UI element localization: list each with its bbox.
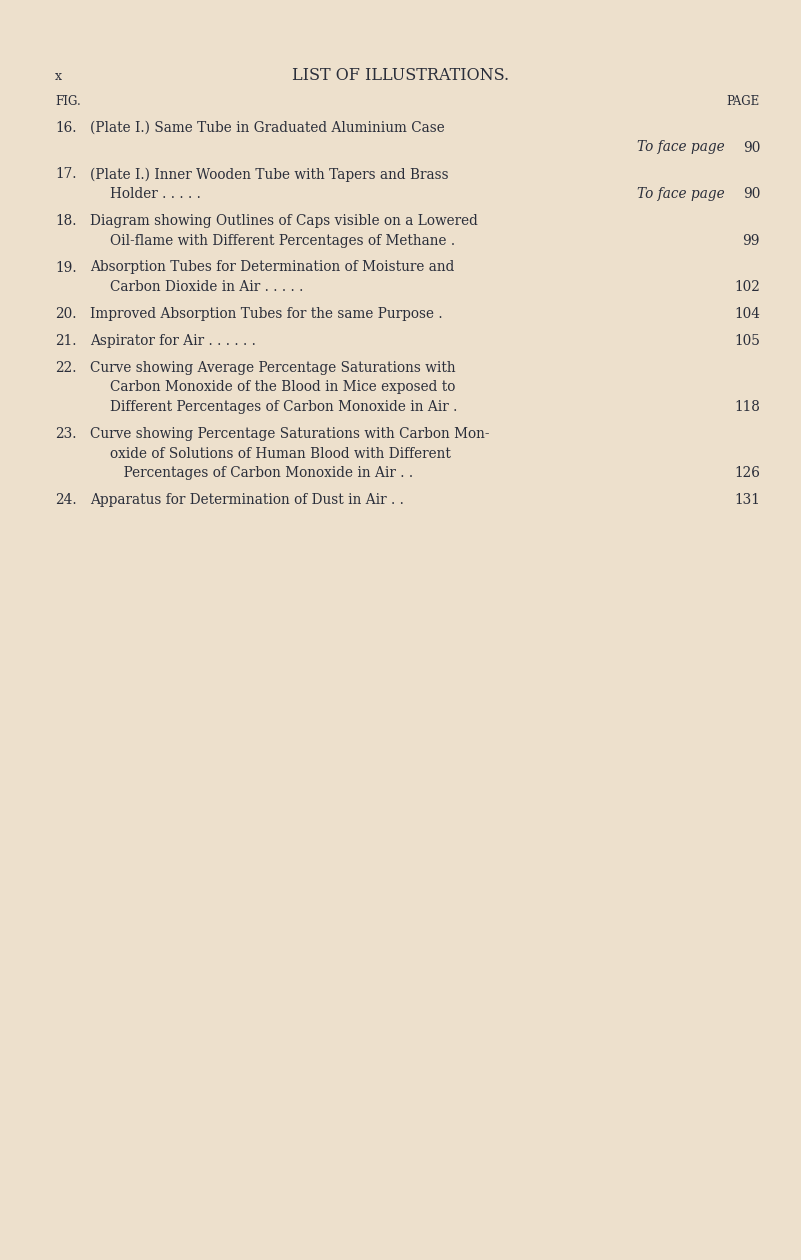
Text: FIG.: FIG. — [55, 94, 81, 108]
Text: 90: 90 — [743, 141, 760, 155]
Text: 19.: 19. — [55, 261, 77, 275]
Text: Carbon Monoxide of the Blood in Mice exposed to: Carbon Monoxide of the Blood in Mice exp… — [110, 381, 456, 394]
Text: 18.: 18. — [55, 214, 77, 228]
Text: 131: 131 — [735, 493, 760, 507]
Text: PAGE: PAGE — [727, 94, 760, 108]
Text: 23.: 23. — [55, 427, 77, 441]
Text: x: x — [55, 71, 62, 83]
Text: Carbon Dioxide in Air . . . . .: Carbon Dioxide in Air . . . . . — [110, 280, 304, 294]
Text: 21.: 21. — [55, 334, 77, 348]
Text: Diagram showing Outlines of Caps visible on a Lowered: Diagram showing Outlines of Caps visible… — [90, 214, 478, 228]
Text: 22.: 22. — [55, 362, 77, 375]
Text: To face page: To face page — [638, 186, 725, 202]
Text: Different Percentages of Carbon Monoxide in Air .: Different Percentages of Carbon Monoxide… — [110, 399, 461, 415]
Text: Percentages of Carbon Monoxide in Air . .: Percentages of Carbon Monoxide in Air . … — [110, 466, 417, 480]
Text: 17.: 17. — [55, 168, 77, 181]
Text: Oil-flame with Different Percentages of Methane .: Oil-flame with Different Percentages of … — [110, 233, 460, 247]
Text: 90: 90 — [743, 186, 760, 202]
Text: 105: 105 — [735, 334, 760, 348]
Text: 16.: 16. — [55, 121, 77, 135]
Text: 99: 99 — [743, 233, 760, 247]
Text: oxide of Solutions of Human Blood with Different: oxide of Solutions of Human Blood with D… — [110, 446, 451, 460]
Text: Holder . . . . .: Holder . . . . . — [110, 186, 201, 202]
Text: Aspirator for Air . . . . . .: Aspirator for Air . . . . . . — [90, 334, 256, 348]
Text: LIST OF ILLUSTRATIONS.: LIST OF ILLUSTRATIONS. — [292, 67, 509, 84]
Text: Improved Absorption Tubes for the same Purpose .: Improved Absorption Tubes for the same P… — [90, 307, 443, 321]
Text: 104: 104 — [734, 307, 760, 321]
Text: Curve showing Average Percentage Saturations with: Curve showing Average Percentage Saturat… — [90, 362, 456, 375]
Text: 24.: 24. — [55, 493, 77, 507]
Text: Apparatus for Determination of Dust in Air . .: Apparatus for Determination of Dust in A… — [90, 493, 409, 507]
Text: (Plate I.) Inner Wooden Tube with Tapers and Brass: (Plate I.) Inner Wooden Tube with Tapers… — [90, 168, 449, 181]
Text: 20.: 20. — [55, 307, 77, 321]
Text: (Plate I.) Same Tube in Graduated Aluminium Case: (Plate I.) Same Tube in Graduated Alumin… — [90, 121, 445, 135]
Text: 102: 102 — [735, 280, 760, 294]
Text: To face page: To face page — [638, 141, 725, 155]
Text: 118: 118 — [735, 399, 760, 415]
Text: Absorption Tubes for Determination of Moisture and: Absorption Tubes for Determination of Mo… — [90, 261, 454, 275]
Text: Curve showing Percentage Saturations with Carbon Mon-: Curve showing Percentage Saturations wit… — [90, 427, 489, 441]
Text: 126: 126 — [735, 466, 760, 480]
